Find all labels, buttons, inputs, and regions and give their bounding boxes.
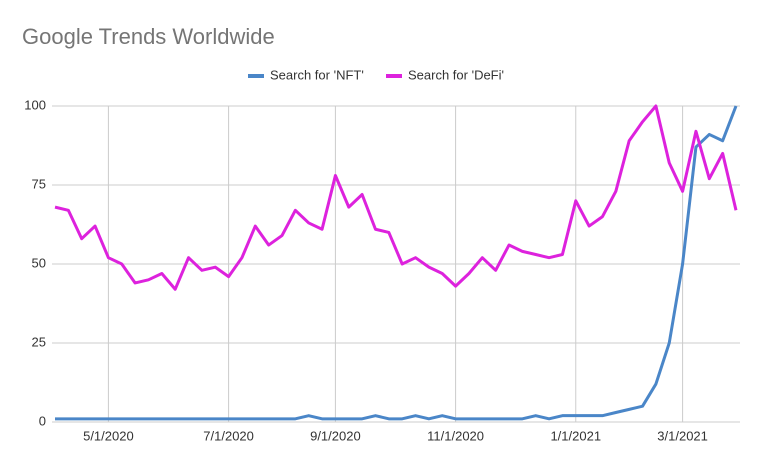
x-tick-label: 9/1/2020 [310, 428, 361, 443]
series-line [54, 104, 738, 291]
y-tick-label: 0 [39, 413, 46, 428]
x-tick-label: 3/1/2021 [657, 428, 708, 443]
y-tick-label: 25 [32, 334, 46, 349]
x-tick-label: 7/1/2020 [203, 428, 254, 443]
y-tick-label: 75 [32, 176, 46, 191]
y-tick-label: 50 [32, 255, 46, 270]
y-tick-label: 100 [24, 97, 46, 112]
x-tick-label: 5/1/2020 [83, 428, 134, 443]
chart-title: Google Trends Worldwide [22, 24, 275, 49]
legend-label: Search for 'DeFi' [408, 67, 504, 82]
x-tick-label: 11/1/2020 [427, 428, 484, 443]
legend-label: Search for 'NFT' [270, 67, 364, 82]
x-tick-label: 1/1/2021 [550, 428, 601, 443]
series-line [55, 105, 738, 421]
